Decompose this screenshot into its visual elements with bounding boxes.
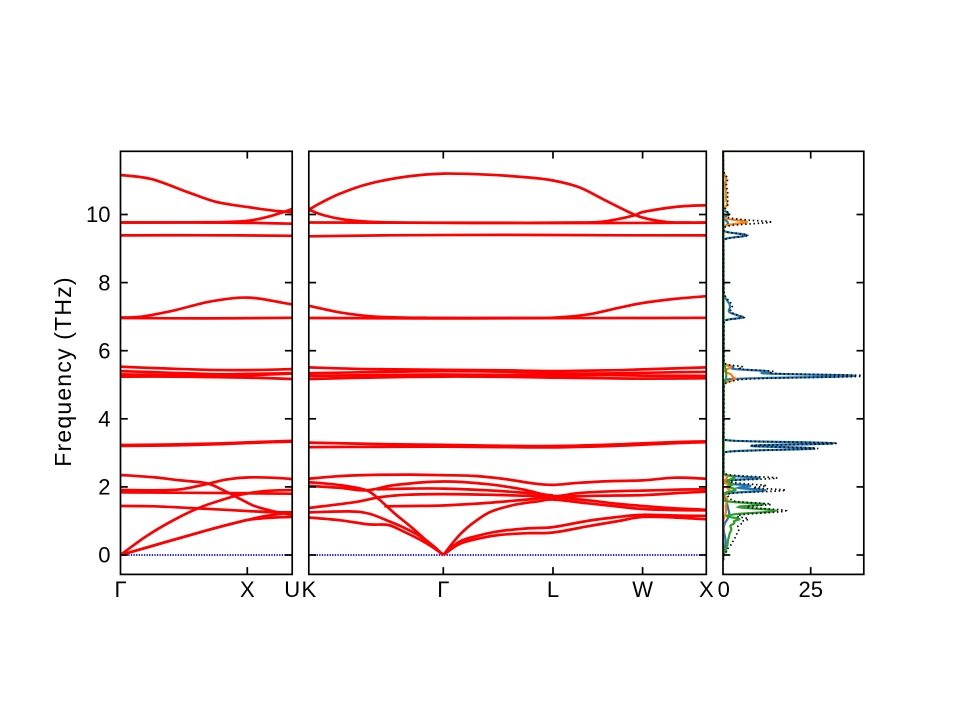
svg-text:0: 0 — [98, 543, 110, 568]
svg-text:Γ: Γ — [437, 577, 449, 602]
svg-text:W: W — [632, 577, 653, 602]
svg-text:2: 2 — [98, 475, 110, 500]
svg-text:25: 25 — [798, 577, 822, 602]
svg-text:X: X — [699, 577, 714, 602]
svg-text:8: 8 — [98, 270, 110, 295]
svg-text:0: 0 — [718, 577, 730, 602]
svg-text:4: 4 — [98, 407, 110, 432]
svg-text:L: L — [547, 577, 559, 602]
svg-text:U: U — [284, 577, 300, 602]
svg-text:X: X — [240, 577, 255, 602]
svg-text:6: 6 — [98, 338, 110, 363]
svg-text:Frequency (THz): Frequency (THz) — [50, 276, 76, 467]
svg-text:Γ: Γ — [114, 577, 126, 602]
svg-text:K: K — [301, 577, 316, 602]
svg-text:10: 10 — [86, 202, 110, 227]
